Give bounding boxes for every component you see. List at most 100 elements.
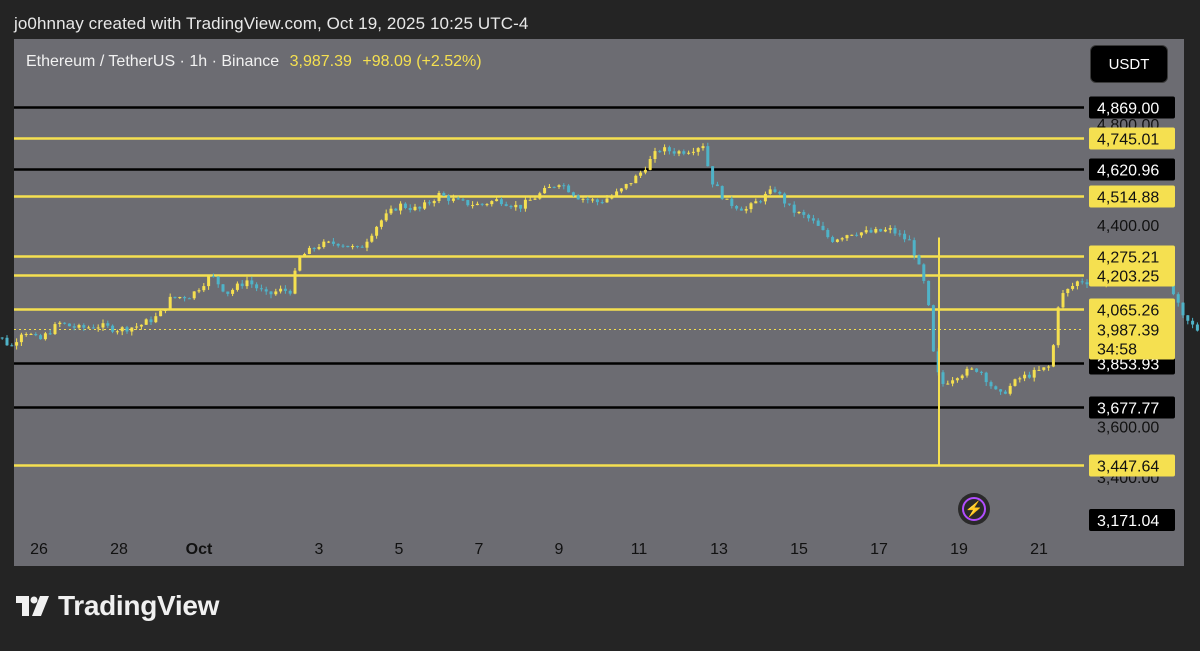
candle-body [336,243,340,246]
candle-body [264,289,268,292]
candle-body [864,230,868,233]
candle-body [341,245,345,247]
candle-body [461,199,465,201]
candle-body [711,166,715,185]
level-label: 4,275.21 [1097,250,1159,267]
candle-body [773,189,777,192]
level-label: 4,203.25 [1097,269,1159,286]
countdown-label: 34:58 [1097,342,1137,359]
x-tick-label: 15 [790,541,808,558]
candle-body [168,296,172,310]
levels-layer [14,106,1084,467]
candle-body [591,199,595,201]
candle-body [859,232,863,236]
candle-body [480,203,484,205]
candle-body [735,206,739,209]
candle-body [106,323,110,326]
candle-body [677,151,681,154]
x-tick-label: 17 [870,541,888,558]
candle-body [231,289,235,294]
candle-body [946,383,950,385]
candle-body [1075,281,1079,287]
candle-body [418,206,422,209]
candle-body [466,200,470,206]
candle-body [115,331,119,333]
candle-body [399,203,403,211]
candle-body [797,212,801,214]
current-price-box [1089,317,1175,360]
tradingview-logo[interactable]: TradingView [16,590,219,622]
candle-body [552,186,556,188]
candle-body [1047,366,1051,368]
level-label-box [1089,396,1175,419]
candles-layer [0,142,1199,465]
candle-body [322,241,326,248]
candle-body [178,297,182,299]
candle-body [1042,367,1046,370]
candle-body [917,255,921,265]
level-label: 3,677.77 [1097,401,1159,418]
candle-body [1061,293,1065,308]
candle-body [999,389,1003,392]
x-axis-layer: 26 28 Oct 3 5 7 9 11 13 15 17 19 21 [30,541,1048,558]
candle-body [994,386,998,390]
candle-body [63,322,67,324]
candle-body [831,237,835,242]
candle-body [427,202,431,204]
candle-body [442,192,446,196]
candle-body [327,241,331,243]
candle-body [1027,374,1031,378]
level-label-box [1089,185,1175,208]
candle-body [499,199,503,205]
candle-body [547,186,551,189]
chart-panel[interactable] [14,39,1184,566]
candle-body [293,270,297,294]
candle-body [610,195,614,199]
candle-body [931,305,935,352]
candle-body [826,229,830,238]
currency-button[interactable]: USDT [1090,45,1168,83]
symbol-change: +98.09 (+2.52%) [362,53,482,70]
candle-body [245,280,249,287]
level-label: 3,447.64 [1097,459,1159,476]
candle-body [288,290,292,294]
y-tick-label: 4,400.00 [1097,218,1159,235]
candle-body [274,291,278,295]
candle-body [787,203,791,205]
candle-body [763,193,767,202]
candle-body [783,193,787,204]
candle-body [67,323,71,327]
candle-body [941,372,945,384]
level-label: 4,620.96 [1097,163,1159,180]
candle-body [519,204,523,209]
candle-body [192,291,196,299]
candle-body [989,382,993,387]
candle-body [634,175,638,184]
candle-body [845,235,849,239]
candle-body [187,298,191,300]
candle-body [250,280,254,285]
candle-body [1003,391,1007,394]
x-tick-label: 7 [475,541,484,558]
candle-body [58,322,62,325]
candle-body [351,246,355,248]
candle-body [211,276,215,278]
candle-body [567,185,571,193]
candle-body [807,214,811,219]
level-label: 3,853.93 [1097,357,1159,374]
candle-body [154,316,158,323]
candle-body [331,241,335,244]
candle-body [730,198,734,207]
candle-body [283,288,287,291]
candle-body [792,204,796,213]
candle-body [960,375,964,379]
alert-button[interactable]: ⚡ [958,493,990,525]
candle-body [528,199,532,201]
candle-body [1066,288,1070,294]
symbol-name: Ethereum / TetherUS · 1h · Binance [26,53,280,70]
candle-body [619,188,623,192]
candle-body [571,192,575,196]
candle-body [43,333,47,340]
x-tick-label: Oct [186,541,213,558]
